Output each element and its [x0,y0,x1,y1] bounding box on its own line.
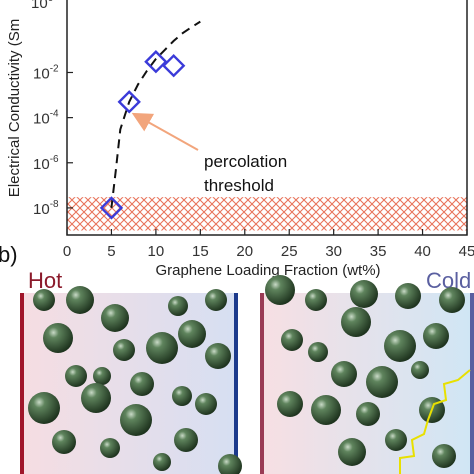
graphene-particle [113,339,135,361]
graphene-particle [168,296,188,316]
x-axis-ticks: 0 5 10 15 20 25 30 35 40 45 [63,229,474,260]
graphene-particle [120,404,152,436]
graphene-particle [341,307,371,337]
x-tick-label: 30 [325,243,342,260]
y-tick-exponent: -2 [50,63,59,74]
graphene-particle [439,287,465,313]
graphene-particle [384,330,416,362]
graphene-particle [423,323,449,349]
graphene-particle [101,304,129,332]
graphene-particle [366,366,398,398]
graphene-particle [43,323,73,353]
x-tick-label: 35 [370,243,387,260]
graphene-particle [66,286,94,314]
y-tick-base: 10 [33,201,50,218]
y-tick-exponent: -6 [50,154,59,165]
x-tick-label: 5 [107,243,115,260]
dashed-fit-curve [110,20,201,209]
graphene-particle [385,429,407,451]
annotation-line-1: percolation [204,152,287,171]
data-point [99,196,124,220]
y-tick-exponent: -4 [50,109,59,120]
graphene-particle [130,372,154,396]
graphene-particle [356,402,380,426]
y-tick-base: 10 [33,65,50,82]
y-tick-exponent: -8 [50,199,59,210]
plot-frame [66,0,468,236]
x-axis-title: Graphene Loading Fraction (wt%) [155,262,380,279]
graphene-particle [277,391,303,417]
graphene-particle [174,428,198,452]
graphene-particle [172,386,192,406]
graphene-particle [265,275,295,305]
graphene-particle [93,367,111,385]
graphene-particles [28,275,465,474]
data-point [117,90,141,114]
graphene-particle [28,392,60,424]
data-markers [99,50,186,220]
graphene-particle [178,320,206,348]
top-tick-partial: 100 [31,0,54,12]
graphene-particle [153,453,171,471]
graphene-particle [81,383,111,413]
panel-b-label: b) [0,242,18,267]
annotation-line-2: threshold [204,176,274,195]
x-tick-label: 20 [236,243,253,260]
graphene-particle [205,289,227,311]
graphene-particle [218,454,242,474]
x-tick-label: 15 [192,243,209,260]
graphene-particle [205,343,231,369]
conductivity-chart: 0 5 10 15 20 25 30 35 40 45 10-210-410-610-8 perc… [6,0,474,279]
graphene-particle [311,395,341,425]
data-point [144,50,168,74]
y-tick-label: 10-6 [33,154,59,173]
graphene-particle [100,438,120,458]
thermal-schematic: b) Hot Cold [0,242,474,474]
graphene-particle [52,430,76,454]
hatched-noise-band [67,197,467,231]
conduction-path [399,369,471,474]
top-tick-exponent: 0 [48,0,54,4]
graphene-particle [350,280,378,308]
y-tick-base: 10 [33,111,50,128]
y-tick-label: 10-2 [33,63,59,82]
graphene-particle [281,329,303,351]
graphene-particle [331,361,357,387]
graphene-particle [338,438,366,466]
graphene-particle [395,283,421,309]
y-axis-title: Electrical Conductivity (Sm [6,19,23,197]
graphene-particle [33,289,55,311]
graphene-particle [305,289,327,311]
graphene-particle [432,444,456,468]
x-tick-label: 45 [459,243,474,260]
graphene-particle [195,393,217,415]
annotation-arrow [131,112,199,151]
graphene-particle [411,361,429,379]
x-tick-label: 0 [63,243,71,260]
graphene-particle [308,342,328,362]
top-tick-base: 10 [31,0,48,12]
graphene-particle [65,365,87,387]
y-tick-label: 10-8 [33,199,59,218]
x-tick-label: 25 [281,243,298,260]
y-tick-base: 10 [33,156,50,173]
x-tick-label: 40 [414,243,431,260]
hot-label: Hot [28,268,62,293]
data-point [161,53,186,78]
y-tick-label: 10-4 [33,109,59,128]
x-tick-label: 10 [148,243,165,260]
graphene-particle [146,332,178,364]
y-axis-ticks: 10-210-410-610-8 [33,63,73,218]
